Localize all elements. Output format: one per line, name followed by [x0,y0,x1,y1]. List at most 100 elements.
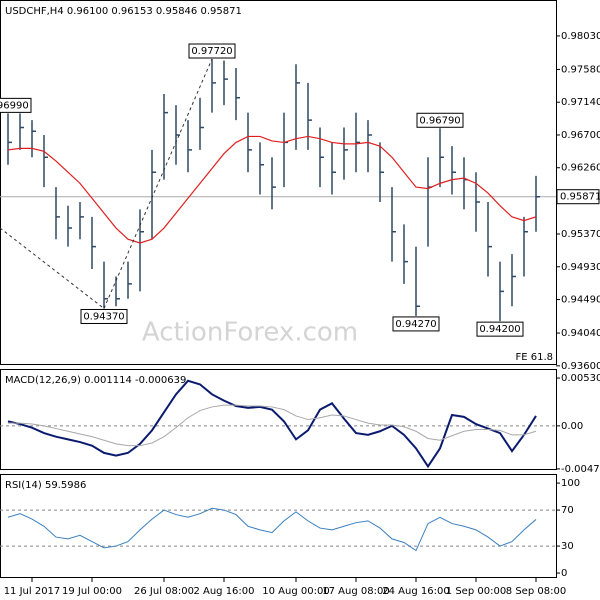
ohlc-bar [223,60,228,106]
y-tick-label: 0.97140 [561,97,600,108]
price-label-box [392,316,440,332]
price-pane [0,0,557,365]
trend-line [103,58,213,309]
trend-line [0,227,105,309]
ohlc-bar [199,97,204,150]
ohlc-bar [127,261,132,299]
price-label-box [476,321,524,337]
ohlc-bar [259,142,264,195]
price-label: 0.96790 [419,115,460,126]
y-tick-label: 0.95370 [561,229,600,240]
ohlc-bar [79,201,84,240]
ohlc-bar [415,246,420,316]
y-tick-label: 0.94930 [561,262,600,273]
ohlc-bar [391,187,396,262]
ohlc-bar [19,113,24,150]
price-label-box [0,97,32,113]
ohlc-bar [55,187,60,240]
y-tick-label: 0.005303 [561,373,600,384]
ohlc-bar [103,261,108,309]
ohlc-bar [343,127,348,180]
ohlc-bar [271,157,276,210]
ohlc-bar [403,224,408,284]
ohlc-bar [115,276,120,307]
price-label: 0.96990 [0,100,29,111]
last-price-label: 0.95871 [560,192,600,203]
ohlc-bar [439,128,444,188]
macd-pane [0,369,557,470]
price-label: 0.94200 [479,324,520,335]
ohlc-bar [367,120,372,173]
last-price-box [556,189,600,205]
ohlc-bar [151,149,156,240]
price-label: 0.94270 [395,319,436,330]
price-label-box [416,112,464,128]
price-label: 0.97720 [191,46,232,57]
ohlc-bar [67,205,72,247]
ohlc-bar [295,64,300,150]
ohlc-bar [283,112,288,188]
ohlc-bar [211,59,216,113]
y-tick-label: 0.98030 [561,31,600,42]
ohlc-bar [163,94,168,180]
x-tick-label: 10 Aug 00:00 [262,586,329,597]
watermark: ActionForex.com [142,318,358,348]
ohlc-bar [31,120,36,158]
y-tick-label: 0.94040 [561,328,600,339]
ohlc-bar [7,113,12,165]
ohlc-bar [475,172,480,232]
x-tick-label: 1 Sep 00:00 [446,586,506,597]
ohlc-bar [139,209,144,292]
x-tick-label: 19 Jul 00:00 [62,586,122,597]
x-tick-label: 8 Sep 08:00 [506,586,566,597]
ohlc-bar [427,157,432,247]
y-tick-label: 0.97580 [561,64,600,75]
x-tick-label: 26 Jul 08:00 [134,586,194,597]
y-tick-label: -0.004777 [561,464,600,475]
ohlc-bar [451,146,456,195]
y-tick-label: 0.96700 [561,130,600,141]
ohlc-bar [247,112,252,173]
ohlc-bar [175,105,180,165]
x-tick-label: 2 Aug 16:00 [193,586,254,597]
rsi-pane [0,474,557,578]
x-tick-label: 17 Aug 08:00 [322,586,389,597]
ohlc-bar [235,67,240,121]
price-label: 0.94370 [83,311,124,322]
fib-note: FE 61.8 [515,352,553,363]
ohlc-bar [355,112,360,173]
y-tick-label: 0.94490 [561,295,600,306]
pane-title: MACD(12,26,9) 0.001114 -0.000639 [5,375,186,386]
ohlc-bar [499,261,504,322]
ohlc-bar [187,120,192,173]
ohlc-bar [523,216,528,277]
ohlc-bar [91,216,96,270]
ohlc-bar [43,134,48,188]
y-tick-label: 0.96260 [561,163,600,174]
indicator-line [7,379,537,469]
y-tick-label: 0.93600 [561,361,600,372]
price-label-box [188,43,236,59]
price-label-box [80,308,128,324]
indicator-line [8,404,537,447]
x-tick-label: 24 Aug 16:00 [382,586,449,597]
moving-average [7,135,537,244]
ohlc-bar [535,175,540,232]
ohlc-bar [487,201,492,277]
ohlc-bar [379,142,384,202]
ohlc-bar [463,157,468,210]
ohlc-bar [511,254,516,307]
y-tick-label: 0 [561,568,567,579]
x-tick-label: 11 Jul 2017 [4,586,61,597]
y-tick-label: 0.00 [561,421,583,432]
ohlc-bar [307,82,312,150]
ohlc-bar [331,142,336,195]
y-tick-label: 100 [561,478,580,489]
y-tick-label: 70 [561,505,574,516]
pane-title: USDCHF,H4 0.96100 0.96153 0.95846 0.9587… [5,6,242,17]
ohlc-bar [319,127,324,188]
pane-title: RSI(14) 59.5986 [5,480,86,491]
indicator-line [7,507,537,552]
